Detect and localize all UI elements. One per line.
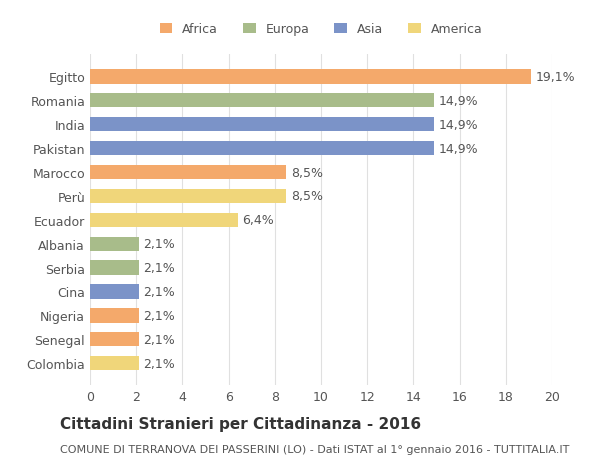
Legend: Africa, Europa, Asia, America: Africa, Europa, Asia, America bbox=[155, 18, 487, 41]
Bar bbox=[90, 285, 139, 299]
Bar bbox=[90, 356, 139, 370]
Text: 2,1%: 2,1% bbox=[143, 309, 175, 322]
Text: 2,1%: 2,1% bbox=[143, 357, 175, 370]
Bar bbox=[90, 118, 434, 132]
Bar bbox=[90, 237, 139, 252]
Bar bbox=[90, 70, 531, 84]
Bar bbox=[90, 213, 238, 228]
Bar bbox=[90, 94, 434, 108]
Text: 14,9%: 14,9% bbox=[439, 142, 478, 155]
Text: Cittadini Stranieri per Cittadinanza - 2016: Cittadini Stranieri per Cittadinanza - 2… bbox=[60, 416, 421, 431]
Text: 2,1%: 2,1% bbox=[143, 285, 175, 298]
Bar bbox=[90, 308, 139, 323]
Text: 2,1%: 2,1% bbox=[143, 262, 175, 274]
Text: 6,4%: 6,4% bbox=[242, 214, 274, 227]
Text: 19,1%: 19,1% bbox=[536, 71, 575, 84]
Text: 14,9%: 14,9% bbox=[439, 118, 478, 131]
Text: COMUNE DI TERRANOVA DEI PASSERINI (LO) - Dati ISTAT al 1° gennaio 2016 - TUTTITA: COMUNE DI TERRANOVA DEI PASSERINI (LO) -… bbox=[60, 444, 569, 454]
Bar bbox=[90, 261, 139, 275]
Bar bbox=[90, 189, 286, 204]
Text: 8,5%: 8,5% bbox=[291, 166, 323, 179]
Bar bbox=[90, 166, 286, 180]
Bar bbox=[90, 332, 139, 347]
Bar bbox=[90, 142, 434, 156]
Text: 8,5%: 8,5% bbox=[291, 190, 323, 203]
Text: 14,9%: 14,9% bbox=[439, 95, 478, 107]
Text: 2,1%: 2,1% bbox=[143, 238, 175, 251]
Text: 2,1%: 2,1% bbox=[143, 333, 175, 346]
